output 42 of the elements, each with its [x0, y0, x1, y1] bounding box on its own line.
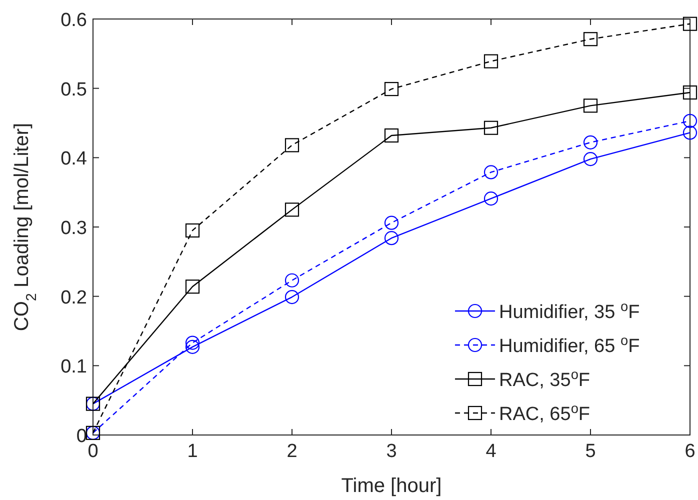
x-tick-label: 6	[684, 441, 696, 462]
y-tick-label: 0.4	[60, 148, 88, 170]
legend-label: RAC, 65$^{o}$F	[499, 400, 590, 425]
y-tick-label: 0.3	[60, 218, 87, 239]
point	[384, 82, 399, 96]
y-tick-label: 0.6	[60, 10, 87, 31]
y-tick-label: 0	[76, 426, 87, 447]
legend-label: Humidifier, 65 $^{o}$F	[499, 332, 640, 357]
point	[583, 32, 598, 46]
point	[484, 54, 498, 68]
x-tick-label: 3	[386, 441, 397, 462]
point	[284, 138, 300, 152]
point	[484, 120, 498, 135]
y-tick-label: 0.1	[60, 356, 87, 378]
legend-label: Humidifier, 35 $^{o}$F	[499, 298, 640, 323]
point	[384, 231, 399, 246]
point	[284, 290, 300, 304]
point	[185, 336, 200, 350]
point	[484, 192, 498, 206]
point	[682, 85, 698, 100]
point	[583, 152, 598, 166]
point	[185, 280, 200, 294]
point	[185, 340, 200, 354]
point	[682, 114, 698, 128]
x-tick-label: 4	[486, 441, 497, 462]
point	[284, 202, 300, 217]
point	[185, 223, 200, 238]
legend-label: RAC, 35$^{o}$F	[499, 366, 590, 391]
x-tick-label: 1	[187, 441, 198, 462]
x-tick-label: 5	[585, 441, 596, 462]
x-axis-title: Time [hour]	[341, 475, 442, 497]
point	[484, 165, 498, 180]
point	[583, 135, 598, 150]
point	[284, 273, 300, 288]
point	[384, 128, 399, 143]
point	[583, 98, 598, 113]
x-tick-label: 2	[286, 441, 298, 462]
point	[682, 126, 698, 140]
y-tick-label: 0.5	[60, 79, 87, 100]
point	[682, 16, 698, 31]
point	[384, 216, 399, 230]
y-tick-label: 0.2	[60, 287, 87, 308]
